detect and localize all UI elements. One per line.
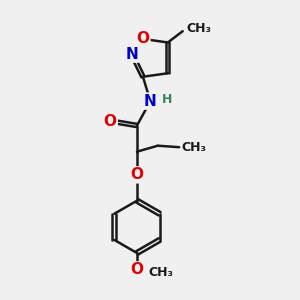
Text: CH₃: CH₃ (148, 266, 173, 279)
Text: O: O (130, 167, 143, 182)
Text: O: O (104, 114, 117, 129)
Text: O: O (130, 262, 143, 278)
Text: N: N (125, 46, 138, 62)
Text: O: O (136, 32, 149, 46)
Text: CH₃: CH₃ (182, 141, 207, 154)
Text: CH₃: CH₃ (186, 22, 211, 35)
Text: H: H (162, 93, 172, 106)
Text: N: N (144, 94, 157, 109)
